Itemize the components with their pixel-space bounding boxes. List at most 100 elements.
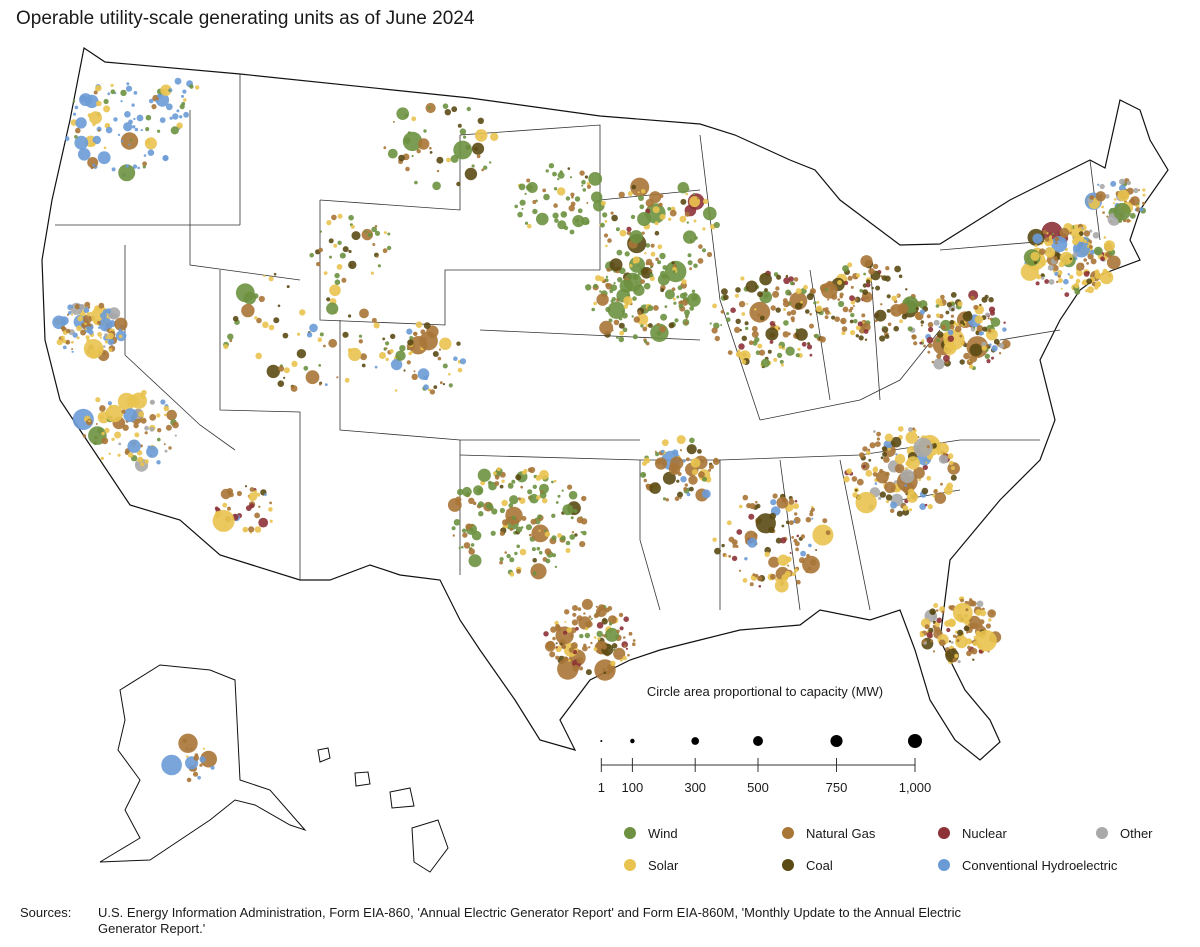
generating-unit-point [350, 224, 355, 229]
generating-unit-point [565, 540, 571, 546]
generating-unit-point [770, 499, 777, 506]
generating-unit-point [427, 388, 431, 392]
generating-unit-points [52, 77, 1146, 783]
generating-unit-point [586, 182, 591, 186]
generating-unit-point [885, 494, 893, 501]
generating-unit-point [561, 489, 564, 492]
generating-unit-point [643, 478, 647, 483]
generating-unit-point [222, 502, 228, 508]
generating-unit-point [936, 338, 940, 343]
generating-unit-point [387, 232, 391, 236]
generating-unit-point [714, 547, 721, 555]
generating-unit-point [749, 301, 771, 323]
generating-unit-point [562, 504, 574, 516]
generating-unit-point [969, 354, 978, 363]
generating-unit-point [698, 244, 703, 249]
generating-unit-point [893, 312, 896, 315]
generating-unit-point [71, 340, 74, 344]
generating-unit-point [328, 238, 334, 244]
generating-unit-point [988, 618, 992, 622]
generating-unit-point [657, 260, 662, 265]
generating-unit-point [576, 657, 583, 664]
generating-unit-point [897, 303, 909, 315]
generating-unit-point [399, 345, 406, 352]
generating-unit-point [600, 200, 606, 206]
legend-label: Solar [648, 858, 679, 873]
generating-unit-point [764, 551, 770, 557]
generating-unit-point [676, 295, 680, 299]
generating-unit-point [660, 270, 666, 277]
generating-unit-point [984, 353, 990, 359]
generating-unit-point [165, 424, 172, 431]
generating-unit-point [296, 349, 307, 359]
generating-unit-point [144, 425, 150, 431]
generating-unit-point [880, 303, 883, 306]
generating-unit-point [103, 146, 107, 150]
generating-unit-point [876, 431, 881, 437]
generating-unit-point [622, 327, 628, 333]
generating-unit-point [761, 358, 770, 368]
generating-unit-point [544, 641, 556, 652]
generating-unit-point [103, 105, 111, 113]
generating-unit-point [748, 513, 755, 520]
generating-unit-point [655, 452, 660, 457]
generating-unit-point [842, 265, 849, 272]
generating-unit-point [607, 238, 612, 243]
generating-unit-point [757, 343, 763, 349]
generating-unit-point [933, 358, 945, 370]
generating-unit-point [671, 261, 675, 265]
generating-unit-point [254, 526, 262, 533]
generating-unit-point [499, 484, 504, 489]
generating-unit-point [736, 529, 743, 535]
generating-unit-point [599, 290, 602, 293]
generating-unit-point [258, 295, 265, 303]
generating-unit-point [574, 533, 578, 537]
generating-unit-point [627, 191, 633, 197]
generating-unit-point [476, 154, 481, 159]
generating-unit-point [754, 337, 760, 343]
generating-unit-point [477, 117, 484, 125]
generating-unit-point [846, 468, 852, 475]
generating-unit-point [604, 220, 608, 223]
generating-unit-point [605, 275, 609, 279]
generating-unit-point [100, 312, 107, 320]
generating-unit-point [952, 634, 957, 638]
generating-unit-point [970, 648, 978, 655]
generating-unit-point [826, 280, 833, 287]
generating-unit-point [632, 334, 638, 340]
generating-unit-point [585, 669, 592, 676]
generating-unit-point [419, 331, 438, 351]
generating-unit-point [631, 184, 637, 190]
generating-unit-point [137, 456, 144, 463]
generating-unit-point [1129, 212, 1136, 219]
generating-unit-point [471, 524, 474, 527]
generating-unit-point [433, 385, 438, 389]
generating-unit-point [563, 225, 569, 231]
generating-unit-point [377, 264, 381, 268]
generating-unit-point [674, 318, 679, 323]
land-layer [41, 47, 1169, 873]
generating-unit-point [138, 411, 144, 417]
generating-unit-point [464, 167, 478, 181]
generating-unit-point [1073, 282, 1080, 289]
generating-unit-point [469, 527, 474, 532]
generating-unit-point [785, 274, 789, 278]
generating-unit-point [911, 334, 917, 340]
generating-unit-point [126, 82, 130, 86]
generating-unit-point [1086, 262, 1089, 265]
generating-unit-point [938, 454, 949, 464]
generating-unit-point [120, 132, 139, 150]
generating-unit-point [772, 290, 780, 298]
generating-unit-point [755, 513, 776, 534]
generating-unit-point [62, 345, 67, 350]
generating-unit-point [957, 660, 961, 664]
generating-unit-point [172, 113, 179, 120]
legend-label: Wind [648, 826, 678, 841]
legend-swatch [624, 827, 636, 839]
generating-unit-point [976, 325, 984, 332]
generating-unit-point [605, 627, 619, 642]
generating-unit-point [373, 322, 380, 329]
generating-unit-point [753, 533, 758, 537]
generating-unit-point [124, 111, 131, 118]
generating-unit-point [659, 213, 666, 220]
